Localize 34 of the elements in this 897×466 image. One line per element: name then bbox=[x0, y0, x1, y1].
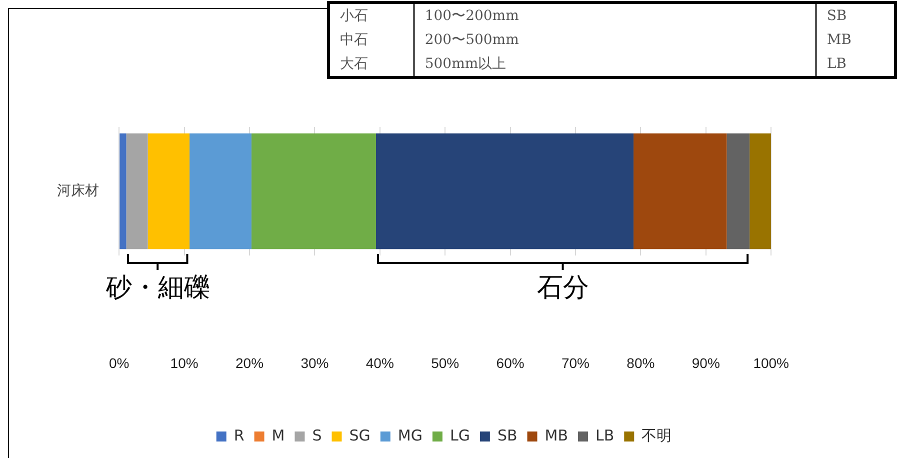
x-tick-label: 0% bbox=[109, 354, 130, 371]
x-tick-label: 100% bbox=[753, 354, 790, 371]
bar bbox=[148, 133, 190, 250]
bar bbox=[376, 133, 634, 250]
y-tick-label: 河床材 bbox=[57, 182, 100, 199]
legend-label: MB bbox=[544, 426, 568, 444]
x-tick-label: 60% bbox=[496, 354, 524, 371]
legend-label: SB bbox=[497, 426, 518, 444]
legend-label: S bbox=[312, 426, 322, 444]
legend-label: 不明 bbox=[642, 426, 672, 444]
size-class-table: 小石 100〜200mm SB 中石 200〜500mm MB 大石 500mm以上 LB bbox=[327, 1, 897, 79]
x-tick-label: 40% bbox=[366, 354, 394, 371]
legend-label: LG bbox=[450, 426, 470, 444]
bar bbox=[726, 133, 750, 250]
legend-label: MG bbox=[398, 426, 422, 444]
text: 石分 bbox=[536, 272, 590, 306]
legend-label: R bbox=[234, 426, 244, 444]
bar bbox=[251, 133, 376, 250]
x-tick-label: 50% bbox=[431, 354, 460, 371]
bar bbox=[120, 133, 126, 250]
bar bbox=[190, 133, 252, 250]
legend-label: SG bbox=[349, 426, 370, 444]
bar bbox=[634, 133, 727, 250]
x-tick-label: 30% bbox=[300, 354, 329, 371]
x-tick-label: 80% bbox=[626, 354, 655, 371]
bar bbox=[750, 133, 772, 250]
legend-label: M bbox=[272, 426, 285, 444]
text: 砂・細礫 bbox=[104, 272, 211, 306]
x-tick-label: 90% bbox=[692, 354, 720, 371]
bar bbox=[126, 133, 148, 250]
x-tick-label: 20% bbox=[235, 354, 264, 371]
x-tick-label: 70% bbox=[561, 354, 590, 371]
legend-label: LB bbox=[595, 426, 614, 444]
x-tick-label: 10% bbox=[170, 354, 198, 371]
